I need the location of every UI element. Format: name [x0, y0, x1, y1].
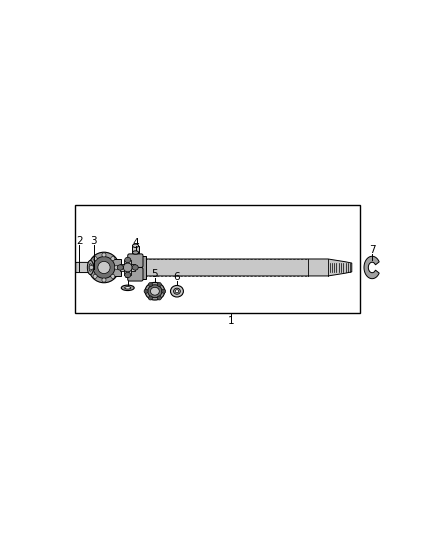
Bar [131, 256, 146, 279]
Text: 4: 4 [132, 238, 139, 248]
Circle shape [148, 282, 152, 287]
FancyBboxPatch shape [128, 268, 143, 281]
Circle shape [102, 278, 106, 282]
Ellipse shape [132, 244, 138, 247]
Circle shape [98, 261, 110, 273]
Text: 4: 4 [124, 272, 131, 282]
Ellipse shape [151, 287, 159, 295]
Ellipse shape [145, 282, 165, 300]
Bar [75, 205, 360, 313]
Ellipse shape [87, 260, 93, 274]
Ellipse shape [173, 288, 180, 294]
Circle shape [93, 274, 97, 278]
Text: 5: 5 [152, 269, 158, 279]
Ellipse shape [132, 265, 138, 270]
Ellipse shape [125, 272, 131, 278]
Circle shape [114, 265, 119, 270]
Circle shape [111, 274, 115, 278]
Text: 7: 7 [369, 245, 375, 255]
Circle shape [102, 253, 106, 257]
Bar [120, 264, 135, 271]
Polygon shape [364, 256, 379, 279]
Circle shape [111, 256, 115, 261]
Circle shape [93, 256, 97, 261]
Ellipse shape [117, 265, 124, 270]
Circle shape [157, 282, 161, 287]
Circle shape [148, 296, 152, 300]
Circle shape [144, 289, 148, 293]
Ellipse shape [89, 264, 92, 271]
Ellipse shape [125, 257, 131, 263]
Text: 6: 6 [173, 272, 180, 282]
Ellipse shape [175, 290, 179, 293]
Bar [124, 260, 131, 275]
Text: 2: 2 [76, 236, 82, 246]
Ellipse shape [125, 287, 131, 289]
Circle shape [88, 252, 119, 282]
Ellipse shape [170, 286, 184, 297]
Circle shape [157, 296, 161, 300]
Text: 3: 3 [91, 236, 97, 246]
Text: 1: 1 [228, 317, 235, 326]
FancyBboxPatch shape [128, 254, 143, 268]
Bar [132, 246, 138, 253]
Circle shape [124, 263, 132, 272]
Circle shape [93, 256, 115, 278]
Circle shape [162, 289, 166, 293]
Ellipse shape [121, 285, 134, 290]
Polygon shape [145, 259, 352, 276]
FancyBboxPatch shape [76, 262, 92, 272]
Ellipse shape [148, 285, 162, 297]
Bar [104, 259, 121, 276]
Circle shape [89, 265, 93, 270]
Ellipse shape [132, 251, 138, 254]
